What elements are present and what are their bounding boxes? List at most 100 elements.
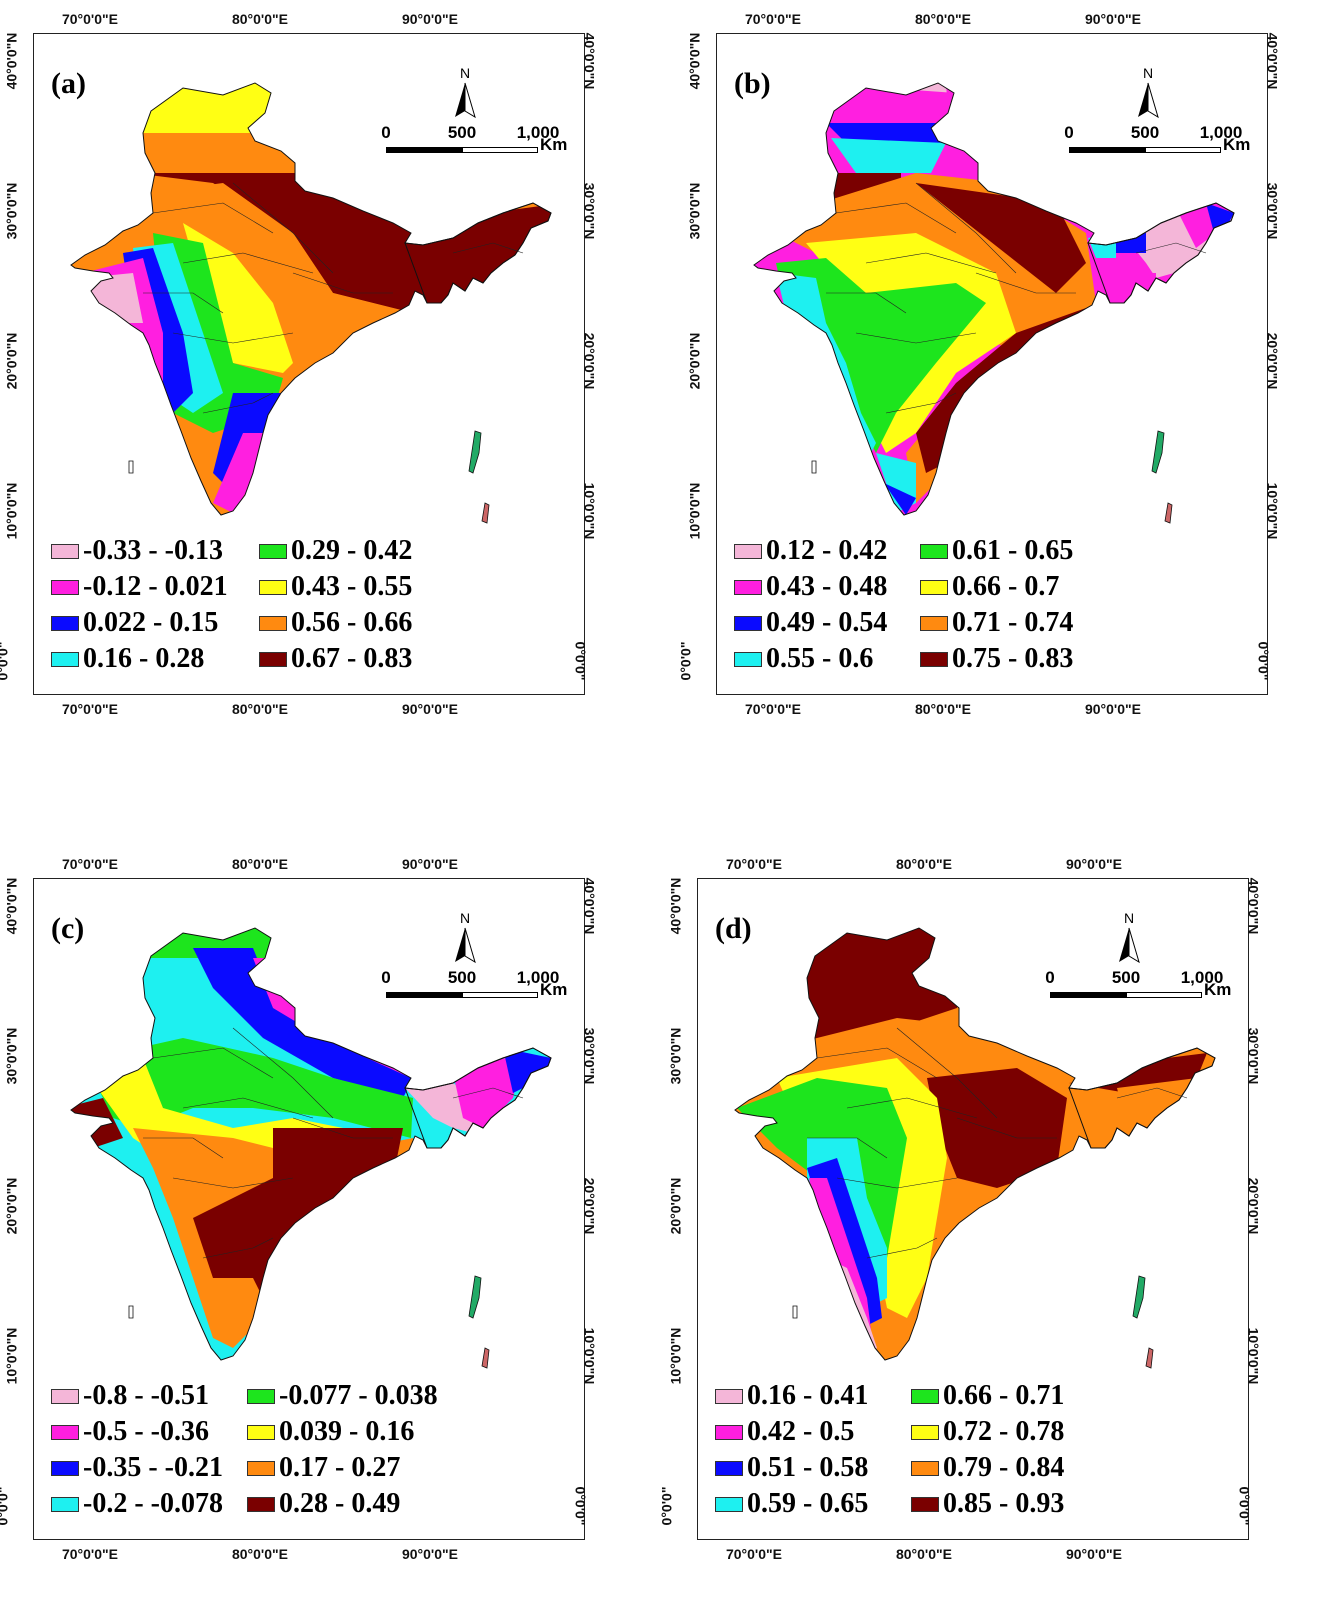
legend-label: 0.67 - 0.83 — [291, 643, 413, 674]
north-arrow-icon — [455, 927, 476, 964]
latitude-label-left: 10°0'0"N — [667, 1327, 684, 1385]
scale-bar-white — [462, 992, 538, 998]
northeast-outline — [1068, 1047, 1216, 1149]
scale-unit: Km — [540, 135, 568, 154]
lakshadweep-islands — [792, 1305, 798, 1319]
legend-swatch — [715, 1497, 743, 1512]
legend-swatch — [911, 1461, 939, 1476]
latitude-label-right: 30°0'0"N — [581, 1027, 598, 1085]
longitude-label-top: 90°0'0"E — [1084, 11, 1142, 27]
nicobar-islands — [1145, 1347, 1154, 1369]
scale-tick-label: 1,000 — [1199, 123, 1243, 142]
panel-label: (d) — [715, 912, 752, 945]
latitude-label-left: 40°0'0"N — [3, 32, 20, 90]
legend-label: -0.33 - -0.13 — [83, 535, 223, 566]
scale-unit: Km — [540, 980, 568, 999]
state-boundary — [452, 242, 524, 254]
legend-swatch — [51, 1425, 79, 1440]
legend-label: 0.61 - 0.65 — [952, 535, 1074, 566]
nicobar-islands — [1164, 502, 1173, 524]
state-boundary — [885, 392, 957, 414]
latitude-label-left: 30°0'0"N — [3, 182, 20, 240]
legend-label: 0.55 - 0.6 — [766, 643, 874, 674]
state-boundary — [452, 1087, 524, 1099]
andaman-islands — [468, 1275, 482, 1319]
legend-swatch — [911, 1497, 939, 1512]
scale-bar-white — [1145, 147, 1221, 153]
latitude-label-left: 10°0'0"N — [3, 1327, 20, 1385]
state-boundary — [292, 1117, 393, 1139]
latitude-label-right: 30°0'0"N — [581, 182, 598, 240]
legend-swatch — [715, 1425, 743, 1440]
map-zone — [787, 928, 957, 1048]
longitude-label-top: 80°0'0"E — [895, 856, 953, 872]
latitude-label-left: 10°0'0"N — [3, 482, 20, 540]
country-outline — [70, 82, 552, 516]
latitude-label-right: 40°0'0"N — [1264, 32, 1281, 90]
latitude-label-left: 10°0'0"N — [686, 482, 703, 540]
map-panel: (c) N 0 500 1,000 Km -0.8 - -0.51 -0.5 - -0.36 -… — [0, 856, 597, 1562]
legend-label: 0.42 - 0.5 — [747, 1416, 855, 1447]
legend-swatch — [715, 1389, 743, 1404]
scale-unit: Km — [1223, 135, 1251, 154]
state-boundary — [143, 1137, 224, 1159]
longitude-label-top: 70°0'0"E — [744, 11, 802, 27]
legend-swatch — [247, 1389, 275, 1404]
state-boundary — [816, 1047, 938, 1079]
longitude-label-top: 70°0'0"E — [61, 856, 119, 872]
map-zone — [1117, 1058, 1215, 1128]
state-boundary — [182, 1097, 314, 1119]
state-boundary — [232, 182, 334, 274]
legend-label: 0.16 - 0.41 — [747, 1380, 869, 1411]
legend-swatch — [911, 1425, 939, 1440]
state-boundary — [915, 182, 1017, 274]
legend-label: 0.56 - 0.66 — [291, 607, 413, 638]
longitude-label-top: 90°0'0"E — [1065, 856, 1123, 872]
map-zone — [133, 133, 303, 183]
legend-label: 0.43 - 0.48 — [766, 571, 888, 602]
longitude-label-top: 80°0'0"E — [231, 856, 289, 872]
longitude-label-bottom: 80°0'0"E — [914, 701, 972, 717]
andaman-islands — [468, 430, 482, 474]
lakshadweep-islands — [128, 1305, 134, 1319]
latitude-label-left: 20°0'0"N — [667, 1177, 684, 1235]
scale-tick-label: 0 — [1064, 123, 1074, 142]
legend-label: 0.66 - 0.7 — [952, 571, 1060, 602]
legend-swatch — [734, 616, 762, 631]
longitude-label-top: 80°0'0"E — [231, 11, 289, 27]
scale-tick-label: 0 — [1045, 968, 1055, 987]
state-boundary — [232, 1027, 334, 1119]
scale-tick-label: 0 — [381, 123, 391, 142]
north-letter: N — [1123, 910, 1135, 926]
legend-label: 0.039 - 0.16 — [279, 1416, 415, 1447]
latitude-label-left: 30°0'0"N — [667, 1027, 684, 1085]
latitude-label-right: 0°0'0" — [572, 1486, 589, 1526]
map-zone — [1116, 233, 1146, 253]
scale-tick-label: 0 — [381, 968, 391, 987]
legend-swatch — [734, 580, 762, 595]
legend-label: 0.51 - 0.58 — [747, 1452, 869, 1483]
panel-label: (a) — [51, 67, 86, 100]
legend-swatch — [247, 1461, 275, 1476]
scale-unit: Km — [1204, 980, 1232, 999]
scale-bar-white — [462, 147, 538, 153]
latitude-label-right: 0°0'0" — [1255, 641, 1272, 681]
latitude-label-left: 20°0'0"N — [3, 332, 20, 390]
country-outline — [734, 927, 1216, 1361]
north-letter: N — [1142, 65, 1154, 81]
longitude-label-bottom: 90°0'0"E — [1084, 701, 1142, 717]
scale-tick-label: 500 — [447, 968, 477, 987]
panel-label: (b) — [734, 67, 771, 100]
latitude-label-left: 30°0'0"N — [3, 1027, 20, 1085]
north-letter: N — [459, 65, 471, 81]
lakshadweep-islands — [128, 460, 134, 474]
latitude-label-left: 0°0'0" — [0, 641, 11, 681]
north-arrow: N — [1128, 65, 1168, 125]
scale-tick-label: 1,000 — [1180, 968, 1224, 987]
scale-bar: 0 500 1,000 Km — [1045, 968, 1240, 1008]
latitude-label-right: 40°0'0"N — [1245, 877, 1262, 935]
legend-swatch — [247, 1425, 275, 1440]
legend-label: 0.29 - 0.42 — [291, 535, 413, 566]
legend-swatch — [259, 616, 287, 631]
legend-swatch — [51, 1389, 79, 1404]
